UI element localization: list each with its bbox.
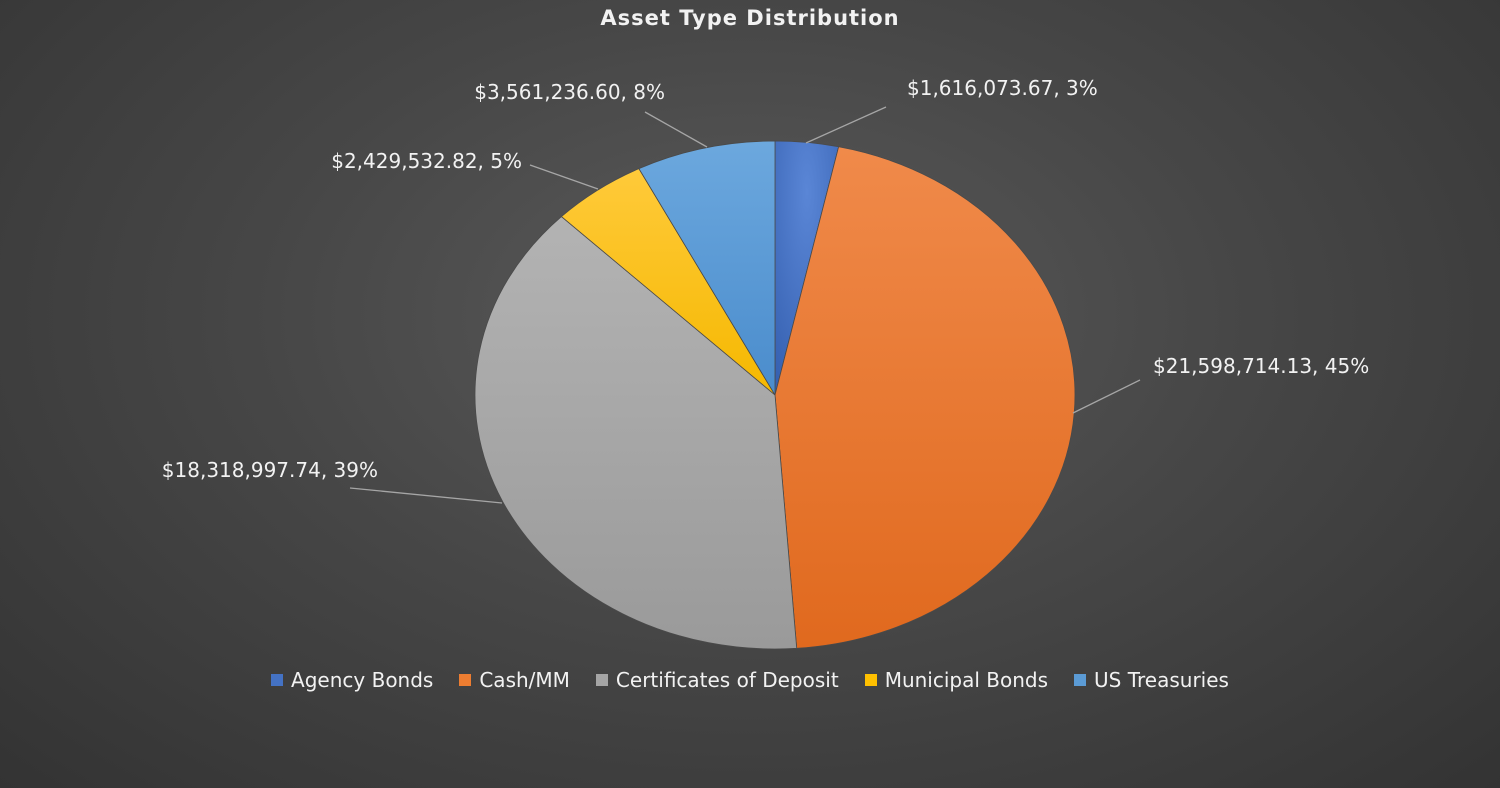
leader-line-us-treasuries <box>644 111 708 148</box>
data-label-municipal-bonds: $2,429,532.82, 5% <box>331 149 522 173</box>
pie-slice-cash-mm <box>774 146 1076 649</box>
leader-line-agency-bonds <box>805 106 887 144</box>
chart-title: Asset Type Distribution <box>600 6 900 30</box>
legend-label-us-treasuries: US Treasuries <box>1094 668 1229 692</box>
legend-label-agency-bonds: Agency Bonds <box>291 668 434 692</box>
legend-item-municipal-bonds: Municipal Bonds <box>864 668 1049 692</box>
legend-item-certificates-of-deposit: Certificates of Deposit <box>595 668 839 692</box>
data-label-agency-bonds: $1,616,073.67, 3% <box>907 76 1098 100</box>
legend-item-agency-bonds: Agency Bonds <box>271 668 433 692</box>
legend-swatch-cash-mm <box>459 674 472 686</box>
legend-item-us-treasuries: US Treasuries <box>1074 668 1229 692</box>
legend-label-municipal-bonds: Municipal Bonds <box>884 668 1049 692</box>
legend: Agency Bonds Cash/MM Certificates of Depos… <box>0 668 1500 692</box>
data-label-cash-mm: $21,598,714.13, 45% <box>1153 354 1369 378</box>
legend-swatch-municipal-bonds <box>864 674 877 686</box>
data-label-us-treasuries: $3,561,236.60, 8% <box>474 80 665 104</box>
legend-swatch-us-treasuries <box>1074 674 1087 686</box>
data-label-certificates-of-deposit: $18,318,997.74, 39% <box>162 458 378 482</box>
legend-label-certificates-of-deposit: Certificates of Deposit <box>615 668 839 692</box>
leader-line-municipal-bonds <box>529 164 599 190</box>
leader-line-cash-mm <box>1072 379 1141 414</box>
leader-line-certificates-of-deposit <box>349 487 503 504</box>
legend-swatch-certificates-of-deposit <box>595 674 608 686</box>
pie-slice-certificates-of-deposit <box>474 216 798 650</box>
legend-swatch-agency-bonds <box>271 674 284 686</box>
pie-slice-us-treasuries <box>638 140 776 397</box>
legend-label-cash-mm: Cash/MM <box>479 668 570 692</box>
legend-item-cash-mm: Cash/MM <box>459 668 570 692</box>
